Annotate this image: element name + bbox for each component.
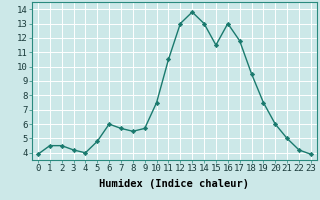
X-axis label: Humidex (Indice chaleur): Humidex (Indice chaleur) <box>100 179 249 189</box>
